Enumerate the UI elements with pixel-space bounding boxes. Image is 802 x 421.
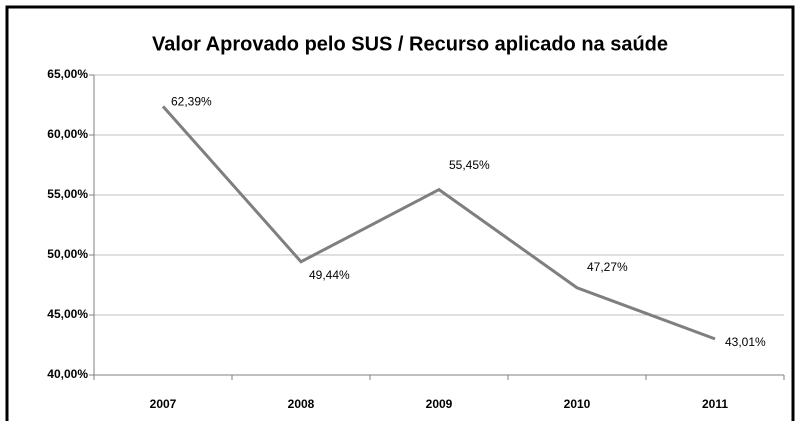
y-tick-label: 55,00% (47, 187, 88, 201)
chart-border (5, 5, 795, 421)
x-tick-label: 2011 (702, 397, 728, 411)
y-tick-label: 45,00% (47, 307, 88, 321)
data-label: 47,27% (587, 260, 628, 274)
chart-title: Valor Aprovado pelo SUS / Recurso aplica… (152, 33, 668, 55)
data-label: 43,01% (725, 335, 766, 349)
x-tick-label: 2007 (150, 397, 177, 411)
data-label: 55,45% (449, 158, 490, 172)
y-tick-label: 60,00% (47, 127, 88, 141)
x-tick-label: 2008 (288, 397, 315, 411)
x-tick-label: 2009 (426, 397, 453, 411)
y-tick-label: 65,00% (47, 67, 88, 81)
y-tick-label: 50,00% (47, 247, 88, 261)
data-label: 62,39% (171, 94, 212, 108)
data-line (161, 105, 716, 341)
data-label: 49,44% (309, 268, 350, 282)
y-tick-label: 40,00% (47, 367, 88, 381)
x-tick-label: 2010 (564, 397, 591, 411)
